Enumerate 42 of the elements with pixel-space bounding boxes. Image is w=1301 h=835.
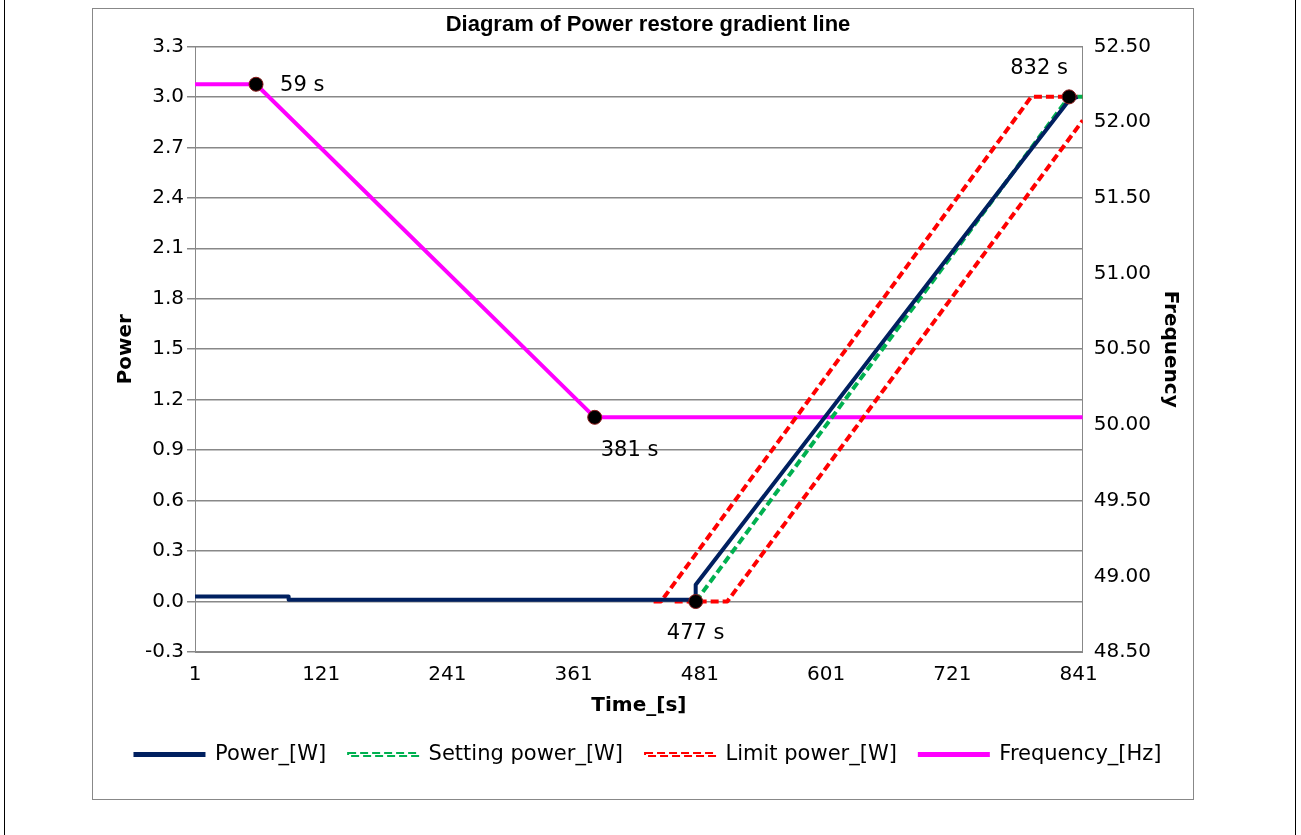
- x-tick-label: 241: [428, 661, 467, 686]
- y-tick-label: -0.3: [144, 638, 185, 663]
- y2-axis-title: Frequency: [1159, 290, 1184, 408]
- x-tick-label: 601: [807, 661, 846, 686]
- y-tick-label: 2.7: [152, 133, 185, 158]
- legend-label: Limit power_[W]: [725, 740, 897, 766]
- y-tick-label: 0.6: [152, 486, 185, 511]
- y-tick-label: 3.3: [152, 32, 185, 57]
- legend-label: Power_[W]: [214, 740, 327, 766]
- y-tick-label: 0.9: [152, 436, 185, 461]
- annotation: 477 s: [666, 620, 725, 645]
- legend-label: Frequency_[Hz]: [999, 740, 1162, 766]
- y2-tick-label: 48.50: [1093, 638, 1152, 663]
- y-tick-label: 2.1: [152, 234, 185, 259]
- y2-tick-label: 52.00: [1093, 108, 1152, 133]
- y2-tick-label: 50.00: [1093, 411, 1152, 436]
- y2-tick-label: 52.50: [1093, 32, 1152, 57]
- annotation: 832 s: [1010, 54, 1068, 79]
- y2-tick-label: 49.50: [1093, 486, 1152, 511]
- y-tick-label: 0.0: [152, 587, 185, 612]
- y-tick-label: 1.2: [152, 385, 185, 410]
- y-tick-label: 2.4: [152, 184, 185, 208]
- y-tick-label: 3.0: [152, 83, 185, 108]
- y2-tick-label: 51.50: [1093, 184, 1152, 208]
- x-tick-label: 841: [1059, 661, 1098, 686]
- y-axis-title: Power: [112, 313, 137, 385]
- y-tick-label: 1.5: [152, 335, 185, 360]
- x-tick-label: 361: [554, 661, 593, 686]
- annotation: 59 s: [280, 71, 325, 96]
- y2-tick-label: 51.00: [1093, 259, 1152, 284]
- x-tick-label: 721: [933, 661, 972, 686]
- y-tick-label: 0.3: [152, 537, 185, 562]
- y-tick-label: 1.8: [152, 284, 185, 309]
- annotation: 381 s: [600, 437, 659, 462]
- y2-tick-label: 50.50: [1093, 335, 1152, 360]
- x-tick-label: 121: [302, 661, 341, 686]
- chart-title: Diagram of Power restore gradient line: [445, 11, 851, 37]
- x-tick-label: 481: [680, 661, 719, 686]
- x-axis-title: Time_[s]: [591, 692, 687, 717]
- x-tick-label: 1: [188, 661, 202, 686]
- legend-label: Setting power_[W]: [428, 740, 624, 766]
- y2-tick-label: 49.00: [1093, 562, 1152, 587]
